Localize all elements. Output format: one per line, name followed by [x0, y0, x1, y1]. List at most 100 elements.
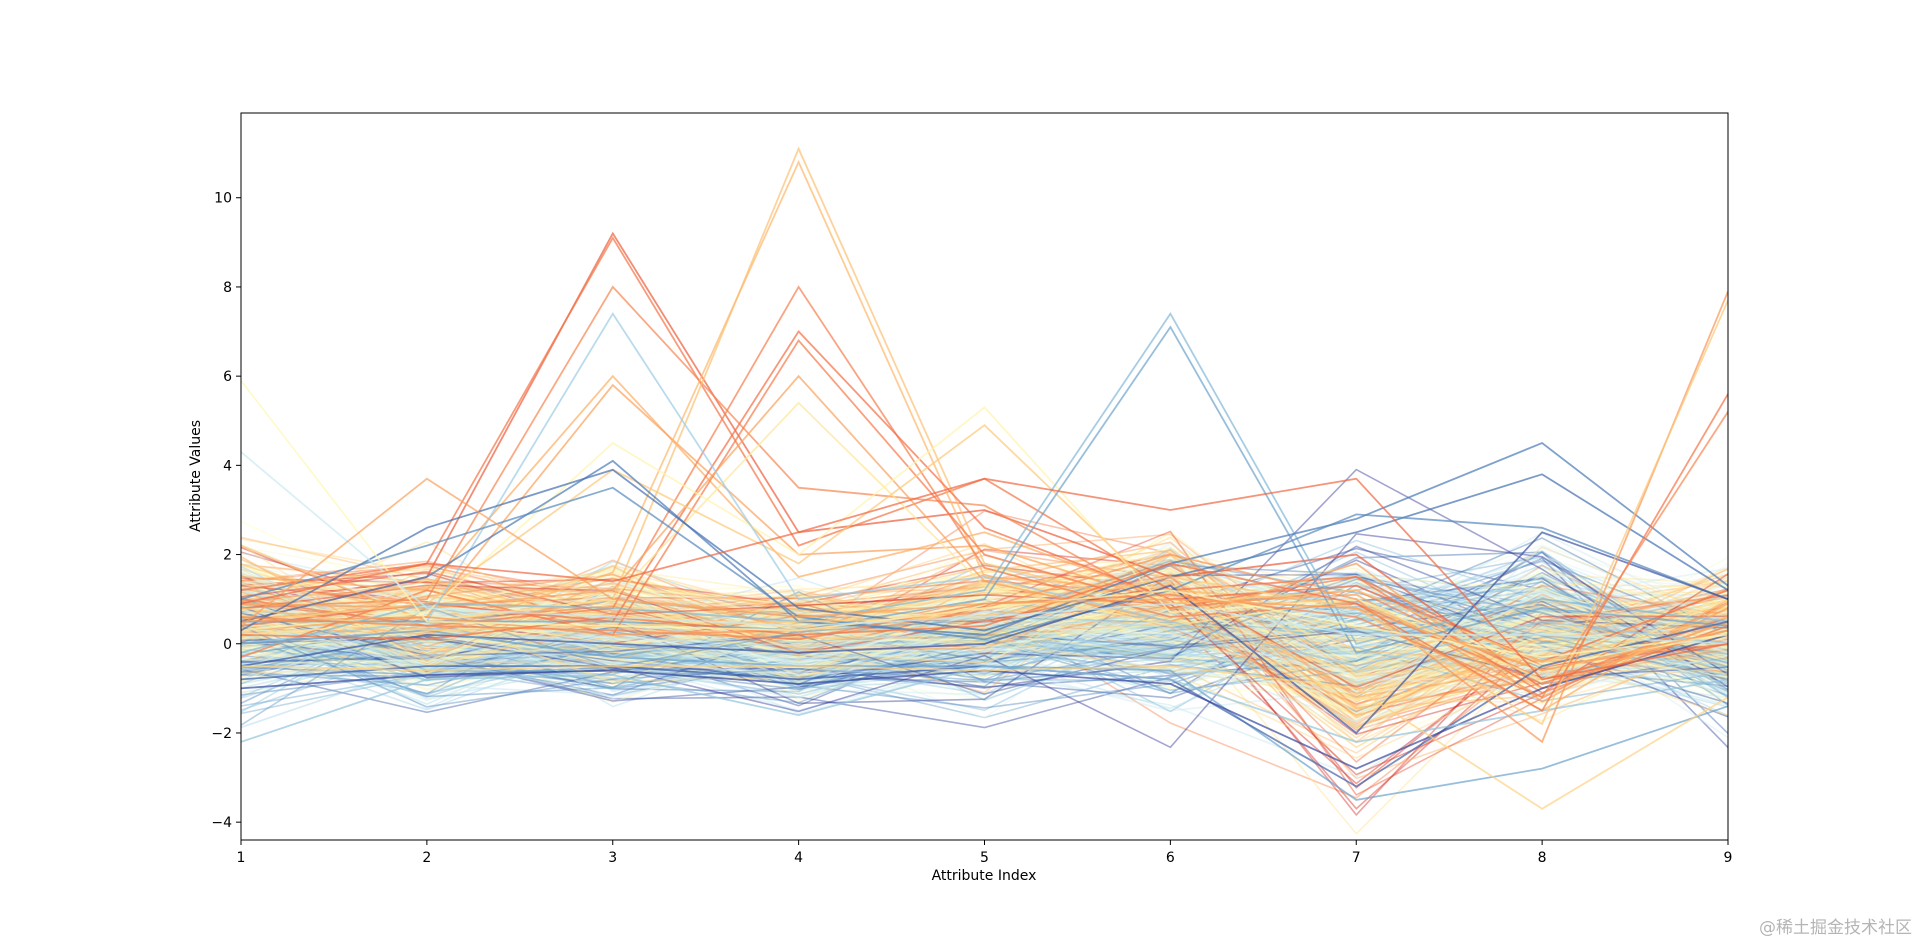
y-tick-label: 6: [223, 369, 232, 385]
series-line-series-e: [241, 383, 1728, 699]
background-series-line: [241, 563, 1728, 687]
background-series-line: [241, 583, 1728, 649]
background-series-line: [241, 617, 1728, 669]
background-series-line: [241, 608, 1728, 665]
background-series-line: [241, 546, 1728, 717]
background-series-line: [241, 568, 1728, 708]
background-series-line: [241, 537, 1728, 696]
background-series-line: [241, 568, 1728, 702]
background-series-line: [241, 551, 1728, 702]
background-series-line: [241, 584, 1728, 689]
background-series-line: [241, 566, 1728, 679]
x-tick-label: 4: [794, 850, 803, 866]
plot-frame: [240, 112, 1729, 841]
background-series-line: [241, 568, 1728, 722]
series-line-series-af: [241, 451, 1728, 645]
background-series-line: [241, 580, 1728, 700]
background-series-line: [241, 584, 1728, 701]
background-series-line: [241, 574, 1728, 672]
background-series-line: [241, 584, 1728, 687]
x-tick-label: 8: [1538, 850, 1547, 866]
y-tick-label: −4: [211, 815, 232, 831]
background-series-line: [241, 576, 1728, 780]
background-series-line: [241, 588, 1728, 679]
y-tick-label: 0: [223, 637, 232, 653]
x-axis-label: Attribute Index: [932, 868, 1037, 884]
background-series-line: [241, 597, 1728, 698]
background-series-line: [241, 583, 1728, 692]
background-series-line: [241, 577, 1728, 691]
background-series-line: [241, 581, 1728, 700]
background-series-line: [241, 564, 1728, 674]
series-line-series-r: [241, 441, 1728, 636]
background-series-line: [241, 573, 1728, 691]
background-series-line: [241, 575, 1728, 669]
background-series-line: [241, 468, 1728, 689]
background-series-line: [241, 546, 1728, 687]
x-axis: 1 2 3 4 5 6 7 8 9: [237, 840, 1733, 866]
background-series-line: [241, 555, 1728, 640]
background-series-line: [241, 581, 1728, 689]
background-series-line: [241, 564, 1728, 695]
background-series-line: [241, 590, 1728, 835]
series-lines: [241, 146, 1728, 810]
background-series-line: [241, 577, 1728, 710]
series-line-series-h: [241, 285, 1728, 685]
background-series-line: [241, 640, 1728, 729]
y-tick-label: 8: [223, 280, 232, 296]
x-tick-label: 9: [1724, 850, 1733, 866]
background-series-line: [241, 564, 1728, 696]
y-tick-label: 2: [223, 548, 232, 564]
background-series-line: [241, 594, 1728, 698]
background-series-line: [241, 573, 1728, 666]
background-series-line: [241, 611, 1728, 676]
background-series-line: [241, 560, 1728, 673]
background-series-line: [241, 598, 1728, 693]
background-series-line: [241, 589, 1728, 675]
background-series-line: [241, 575, 1728, 687]
background-series-line: [241, 572, 1728, 695]
y-axis-label: Attribute Values: [188, 420, 204, 532]
background-series-line: [241, 577, 1728, 675]
background-series-line: [241, 560, 1728, 706]
series-line-series-ac: [241, 393, 1728, 712]
x-tick-label: 6: [1166, 850, 1175, 866]
background-series-line: [241, 573, 1728, 714]
series-line-series-z: [241, 665, 1728, 810]
background-series-line: [241, 573, 1728, 718]
background-series-line: [241, 584, 1728, 690]
background-series-line: [241, 588, 1728, 663]
background-series-line: [241, 578, 1728, 688]
x-tick-label: 3: [608, 850, 617, 866]
background-series-line: [241, 578, 1728, 696]
background-series-line: [241, 575, 1728, 690]
background-series-line: [241, 553, 1728, 655]
series-line-series-y: [241, 665, 1728, 743]
series-line-series-ah: [241, 477, 1728, 681]
series-line-series-m: [241, 406, 1728, 668]
background-series-line: [241, 604, 1728, 702]
background-series-line: [241, 579, 1728, 785]
background-series-line: [241, 554, 1728, 684]
background-series-line: [241, 587, 1728, 728]
series-line-series-s: [241, 468, 1728, 632]
background-series-line: [241, 581, 1728, 714]
x-tick-label: 1: [237, 850, 246, 866]
background-series-line: [241, 584, 1728, 672]
series-line-series-u: [241, 531, 1728, 735]
background-series-line: [241, 562, 1728, 731]
background-series-line: [241, 567, 1728, 680]
background-series-line: [241, 612, 1728, 695]
background-series-line: [241, 564, 1728, 674]
background-series-line: [241, 532, 1728, 665]
background-series-line: [241, 556, 1728, 719]
background-series-line: [241, 575, 1728, 679]
x-tick-label: 7: [1352, 850, 1361, 866]
background-series-line: [241, 606, 1728, 719]
background-series-line: [241, 592, 1728, 674]
background-series-line: [241, 530, 1728, 796]
background-series-line: [241, 544, 1728, 667]
series-line-series-n: [241, 424, 1728, 663]
background-series-line: [241, 538, 1728, 694]
y-tick-label: 10: [214, 191, 232, 207]
